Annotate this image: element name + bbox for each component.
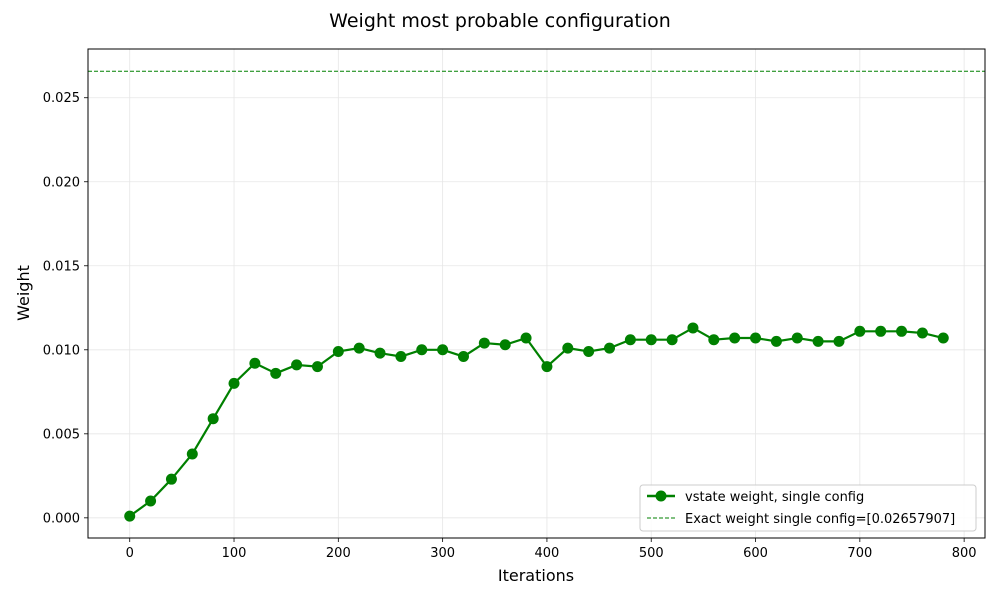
data-point <box>353 342 365 354</box>
data-point <box>750 332 762 344</box>
data-point <box>583 345 595 357</box>
x-axis: 0 100 200 300 400 500 600 700 800 <box>126 538 977 561</box>
legend-label-reference: Exact weight single config=[0.02657907] <box>685 512 955 527</box>
data-point <box>457 351 469 363</box>
series-line <box>129 326 944 518</box>
data-point <box>604 342 616 354</box>
plot-area <box>88 70 985 522</box>
data-point <box>437 344 449 356</box>
legend-box <box>639 484 977 532</box>
data-point <box>478 337 490 349</box>
y-tick-label: 0.020 <box>43 175 80 190</box>
data-point <box>165 473 177 485</box>
plot-frame <box>87 48 986 539</box>
data-point <box>270 367 282 379</box>
data-point <box>729 332 741 344</box>
x-tick-label: 100 <box>222 546 247 561</box>
y-tick-label: 0.015 <box>43 259 80 274</box>
x-tick-label: 0 <box>126 546 134 561</box>
data-point <box>791 332 803 344</box>
y-tick-label: 0.005 <box>43 427 80 442</box>
data-point <box>541 361 553 373</box>
data-point <box>145 495 157 507</box>
x-tick-label: 400 <box>535 546 560 561</box>
data-point <box>896 325 908 337</box>
x-tick-label: 200 <box>326 546 351 561</box>
data-point <box>812 335 824 347</box>
data-point <box>249 357 261 369</box>
x-tick-label: 600 <box>743 546 768 561</box>
data-point <box>645 334 657 346</box>
x-axis-title: Iterations <box>498 566 574 585</box>
data-point <box>875 325 887 337</box>
data-point <box>228 377 240 389</box>
data-point <box>708 334 720 346</box>
data-point <box>499 339 511 351</box>
data-point <box>666 334 678 346</box>
data-point <box>291 359 303 371</box>
data-point <box>395 351 407 363</box>
data-point <box>624 334 636 346</box>
data-point <box>687 322 699 334</box>
data-point <box>124 510 136 522</box>
x-tick-label: 500 <box>639 546 664 561</box>
data-point <box>833 335 845 347</box>
legend: vstate weight, single config Exact weigh… <box>639 484 977 532</box>
legend-label-series: vstate weight, single config <box>685 490 864 505</box>
data-point <box>186 448 198 460</box>
data-point <box>207 413 219 425</box>
data-point <box>311 361 323 373</box>
y-tick-label: 0.010 <box>43 343 80 358</box>
data-point <box>916 327 928 339</box>
data-point <box>332 345 344 357</box>
x-tick-label: 800 <box>952 546 977 561</box>
data-point <box>937 332 949 344</box>
legend-marker-series <box>655 490 667 502</box>
data-point <box>562 342 574 354</box>
chart-title: Weight most probable configuration <box>329 10 671 32</box>
data-point <box>416 344 428 356</box>
y-axis: 0.000 0.005 0.010 0.015 0.020 0.025 <box>43 91 88 526</box>
x-tick-label: 300 <box>430 546 455 561</box>
data-point <box>770 335 782 347</box>
x-tick-label: 700 <box>847 546 872 561</box>
y-tick-label: 0.025 <box>43 91 80 106</box>
y-tick-label: 0.000 <box>43 511 80 526</box>
data-point <box>854 325 866 337</box>
data-point <box>374 347 386 359</box>
y-axis-title: Weight <box>14 265 33 321</box>
data-point <box>520 332 532 344</box>
